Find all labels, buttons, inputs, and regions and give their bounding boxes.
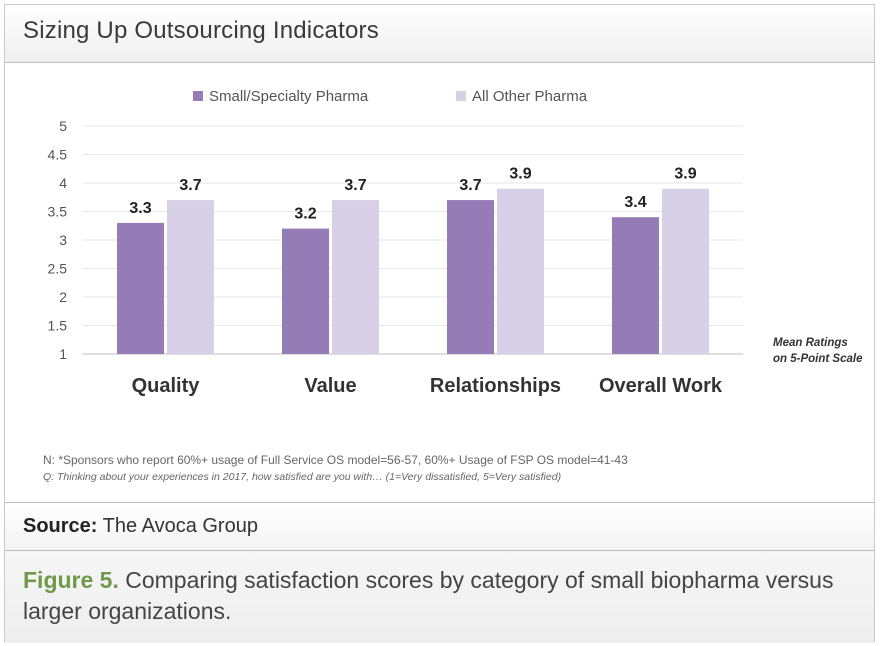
y-tick-label: 3 — [59, 232, 67, 248]
data-label: 3.7 — [179, 177, 201, 194]
bar-small-specialty — [282, 228, 329, 354]
x-category-label: Overall Work — [599, 375, 723, 397]
scale-annotation: Mean Ratings — [773, 337, 848, 349]
source-bar: Source: The Avoca Group — [5, 503, 874, 551]
sample-size-note: N: *Sponsors who report 60%+ usage of Fu… — [43, 453, 628, 467]
y-tick-label: 2 — [59, 289, 67, 305]
bar-small-specialty — [447, 200, 494, 354]
y-tick-label: 1 — [59, 346, 67, 362]
y-tick-label: 4.5 — [48, 147, 68, 163]
bar-all-other — [167, 200, 214, 354]
bar-small-specialty — [117, 222, 164, 354]
data-label: 3.7 — [459, 177, 481, 194]
bar-small-specialty — [612, 217, 659, 354]
source-value: The Avoca Group — [102, 515, 258, 537]
y-tick-label: 5 — [59, 118, 67, 134]
legend-label: All Other Pharma — [472, 88, 588, 105]
caption-text: Comparing satisfaction scores by categor… — [23, 567, 834, 624]
question-note: Q: Thinking about your experiences in 20… — [43, 471, 562, 483]
x-category-label: Value — [304, 375, 356, 397]
y-tick-label: 4 — [59, 175, 67, 191]
legend-swatch — [193, 91, 203, 101]
legend-label: Small/Specialty Pharma — [209, 88, 369, 105]
bar-chart: 1 1.5 2 2.5 3 3.5 4 4.5 5 3.3 3.7 Quality 3.2 3.7 Valu… — [48, 88, 864, 397]
bar-all-other — [497, 188, 544, 354]
y-tick-label: 3.5 — [48, 204, 68, 220]
x-category-label: Quality — [132, 375, 201, 397]
figure-caption: Figure 5. Comparing satisfaction scores … — [5, 551, 874, 643]
figure-label: Figure 5. — [23, 567, 119, 593]
bar-all-other — [332, 200, 379, 354]
title-bar: Sizing Up Outsourcing Indicators — [5, 5, 874, 63]
source-label: Source: — [23, 515, 98, 537]
data-label: 3.9 — [674, 166, 696, 183]
y-tick-label: 2.5 — [48, 261, 68, 277]
figure-frame: Sizing Up Outsourcing Indicators 1 1.5 2 2.… — [4, 4, 875, 643]
data-label: 3.9 — [509, 166, 531, 183]
legend-swatch — [456, 91, 466, 101]
data-label: 3.2 — [294, 206, 316, 223]
scale-annotation: on 5-Point Scale — [773, 353, 863, 365]
x-category-label: Relationships — [430, 375, 561, 397]
page-title: Sizing Up Outsourcing Indicators — [23, 17, 379, 44]
chart-panel: 1 1.5 2 2.5 3 3.5 4 4.5 5 3.3 3.7 Quality 3.2 3.7 Valu… — [5, 63, 874, 503]
y-tick-label: 1.5 — [48, 318, 68, 334]
data-label: 3.3 — [129, 200, 151, 217]
source-line: Source: The Avoca Group — [23, 515, 258, 538]
data-label: 3.4 — [624, 194, 646, 211]
bar-all-other — [662, 188, 709, 354]
data-label: 3.7 — [344, 177, 366, 194]
